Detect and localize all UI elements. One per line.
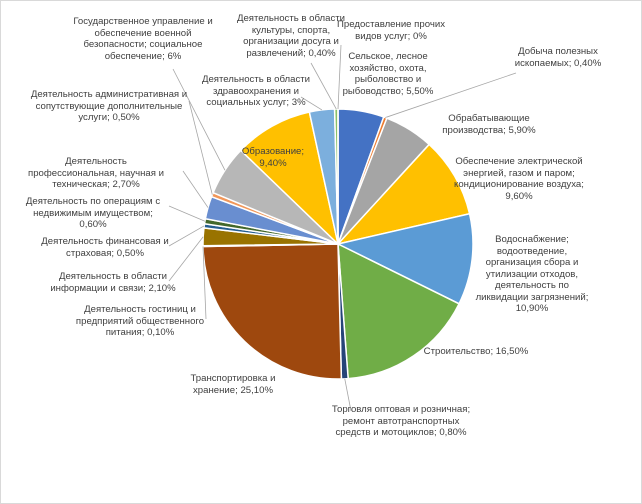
slice-label: Деятельность по операциям с недвижимым и… [21,196,166,231]
slice-label: Торговля оптовая и розничная; ремонт авт… [331,404,471,439]
category-name: Деятельность по операциям с недвижимым и… [25,196,161,219]
leader-line [337,44,342,110]
value-label: 2,70% [112,179,140,190]
value-label: 9,60% [505,190,533,202]
value-label: 2,10% [148,282,176,294]
separator: ; [407,30,413,42]
leader-line [310,62,337,110]
value-label: 0,10% [147,327,175,338]
slice-label: Обеспечение электрической энергией, газо… [449,156,589,202]
category-name: Образование [241,146,302,157]
category-name: Деятельность финансовая и страховая [41,236,169,259]
value-label: 0,80% [439,427,467,438]
category-name: Торговля оптовая и розничная; ремонт авт… [331,404,471,438]
category-name: Транспортировка и хранение [190,373,276,396]
value-label: 5,50% [406,85,434,97]
category-name: Строительство [423,346,491,357]
value-label: 5,90% [508,124,536,136]
slice-label: Деятельность в области здравоохранения и… [196,74,316,109]
category-name: Деятельность в области информации и связ… [50,271,168,294]
separator: ; [503,124,509,136]
value-label: 6% [167,50,182,62]
category-name: Обеспечение электрической энергией, газо… [454,156,583,190]
value-label: 16,50% [495,346,529,357]
category-name: Деятельность гостиниц и предприятий обще… [75,304,205,338]
slice-label: Водоснабжение; водоотведение, организаци… [473,234,591,315]
separator: ; [235,384,241,396]
slice-label: Обрабатывающие производства; 5,90% [434,113,544,136]
leader-line [202,246,207,320]
separator: ; [143,282,149,294]
leader-line [168,236,204,282]
pie-slice [239,111,340,247]
category-name: Деятельность в области здравоохранения и… [201,74,311,108]
leader-line [385,72,517,118]
separator: ; [581,179,587,190]
pie-slice [335,212,474,305]
separator: ; [150,207,156,219]
value-label: 10,90% [515,303,549,314]
leader-line [168,205,206,222]
separator: ; [303,47,309,59]
value-label: 0% [413,30,427,42]
separator: ; [301,146,307,157]
slice-label: Предоставление прочих видов услуг; 0% [336,19,446,42]
slice-label: Сельское, лесное хозяйство, охота, рыбол… [329,51,447,97]
category-name: Государственное управление и обеспечение… [73,16,213,62]
separator: ; [107,179,113,190]
separator: ; [585,291,592,303]
value-label: 0,50% [112,112,140,123]
leader-line [182,170,209,208]
category-name: Деятельность административная и сопутств… [30,89,188,123]
leader-line [168,225,205,247]
separator: ; [107,112,113,123]
separator: ; [490,346,496,357]
value-label: 9,40% [259,157,287,169]
value-label: 3% [291,97,306,108]
slice-label: Деятельность финансовая и страховая; 0,5… [30,236,180,259]
value-label: 0,60% [79,219,107,230]
leader-line [300,96,323,111]
leader-line [344,378,352,412]
value-label: 0,40% [308,47,336,59]
pie-slice [337,242,461,380]
category-name: Предоставление прочих видов услуг [337,19,445,42]
slice-label: Строительство; 16,50% [401,346,551,358]
category-name: Деятельность профессиональная, научная и… [28,156,164,190]
slice-label: Добыча полезных ископаемых; 0,40% [513,46,603,69]
value-label: 0,50% [116,247,144,259]
slice-label: Деятельность профессиональная, научная и… [21,156,171,191]
separator: ; [162,50,168,62]
category-name: Деятельность в области культуры, спорта,… [236,13,346,59]
category-name: Сельское, лесное хозяйство, охота, рыбол… [342,51,428,97]
slice-label: Деятельность в области информации и связ… [48,271,178,294]
category-name: Добыча полезных ископаемых [514,46,598,69]
category-name: Обрабатывающие производства [442,113,530,136]
slice-label: Деятельность в области культуры, спорта,… [226,13,356,59]
separator: ; [400,85,407,97]
leader-line [188,100,213,195]
separator: ; [111,247,117,259]
leader-line [172,68,226,171]
category-name: Водоснабжение; водоотведение, организаци… [475,234,586,303]
value-label: 25,10% [240,384,273,396]
slice-label: Деятельность административная и сопутств… [29,89,189,124]
slice-label: Деятельность гостиниц и предприятий обще… [60,304,220,339]
value-label: 0,40% [574,57,602,69]
separator: ; [141,327,148,338]
slice-label: Образование; 9,40% [238,146,308,169]
pie-slice [202,243,343,380]
pie-slice [335,143,471,246]
slice-label: Государственное управление и обеспечение… [68,16,218,62]
separator: ; [568,57,575,69]
slice-label: Транспортировка и хранение; 25,10% [168,373,298,396]
separator: ; [286,97,292,108]
separator: ; [433,427,440,438]
